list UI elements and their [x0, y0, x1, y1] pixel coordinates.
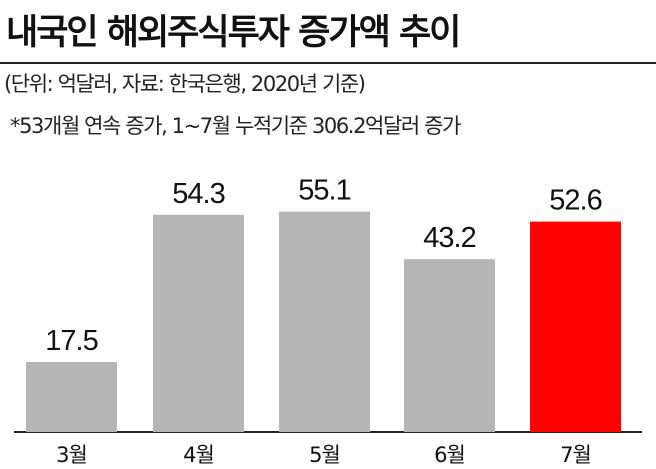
bar-2: [153, 214, 244, 432]
bar-value-label-2: 54.3: [172, 178, 224, 210]
bar-value-label-5: 52.6: [549, 185, 601, 217]
bar-4: [404, 259, 495, 432]
bar-5: [530, 221, 621, 432]
chart-title: 내국인 해외주식투자 증가액 추이: [6, 13, 461, 53]
category-label-2: 4월: [183, 443, 214, 467]
title-divider: [0, 62, 656, 64]
bar-value-label-3: 55.1: [298, 175, 350, 207]
chart-note: *53개월 연속 증가, 1~7월 누적기준 306.2억달러 증가: [10, 114, 461, 138]
category-label-5: 7월: [560, 443, 591, 467]
category-label-4: 6월: [434, 443, 465, 467]
bar-value-label-1: 17.5: [45, 325, 97, 357]
bar-value-label-4: 43.2: [423, 222, 475, 254]
bar-1: [26, 362, 117, 432]
chart-subtitle: (단위: 억달러, 자료: 한국은행, 2020년 기준): [4, 72, 366, 96]
category-label-1: 3월: [56, 443, 87, 467]
category-label-3: 5월: [309, 443, 340, 467]
bar-3: [279, 211, 370, 432]
